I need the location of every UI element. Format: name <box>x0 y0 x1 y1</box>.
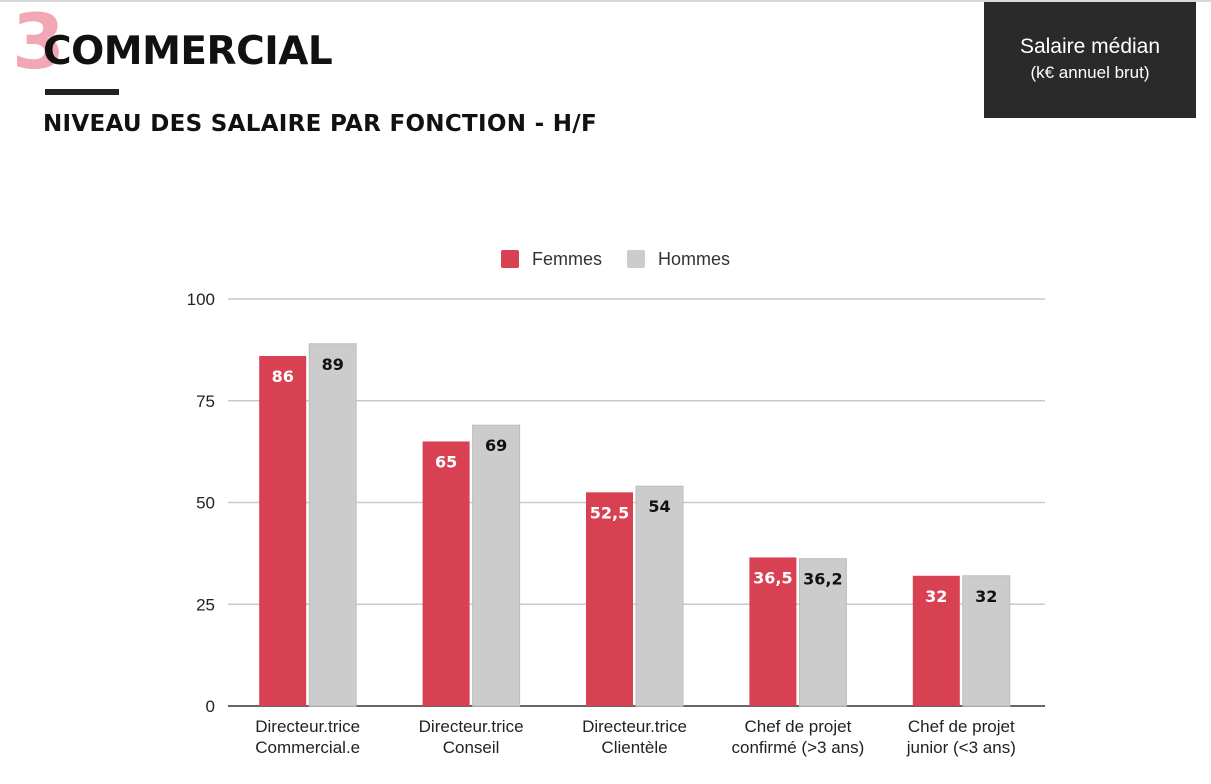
title-underline <box>45 89 119 95</box>
unit-badge: Salaire médian (k€ annuel brut) <box>984 2 1196 118</box>
section-number: 3 <box>12 0 65 86</box>
badge-line-2: (k€ annuel brut) <box>1030 63 1150 83</box>
data-label-femmes: 36,5 <box>753 568 792 587</box>
data-label-hommes: 69 <box>485 436 507 455</box>
bar-hommes <box>472 424 521 707</box>
x-category-label: Directeur.trice <box>255 717 360 736</box>
bar-femmes <box>912 575 960 706</box>
data-label-femmes: 65 <box>435 452 457 471</box>
data-label-hommes: 89 <box>322 355 344 374</box>
x-category-label: Clientèle <box>601 738 667 757</box>
x-category-label: junior (<3 ans) <box>906 738 1016 757</box>
y-tick-label: 75 <box>196 392 215 411</box>
legend-swatch-femmes <box>501 250 519 268</box>
bar-hommes <box>962 575 1011 707</box>
bar-femmes <box>586 492 633 706</box>
data-label-hommes: 32 <box>975 587 997 606</box>
y-tick-label: 100 <box>187 290 215 309</box>
bar-femmes <box>422 441 470 706</box>
chart-svg: 0 25 50 75 100 Femmes Hommes 86 89 Directeur.tric… <box>187 249 1045 757</box>
bar-hommes <box>798 558 847 707</box>
chart-subtitle: NIVEAU DES SALAIRE PAR FONCTION - H/F <box>43 111 598 137</box>
legend-label-hommes: Hommes <box>658 249 730 269</box>
legend-swatch-hommes <box>627 250 645 268</box>
badge-line-1: Salaire médian <box>1019 35 1161 58</box>
y-tick-label: 25 <box>196 595 215 614</box>
x-category-label: Chef de projet <box>908 717 1015 736</box>
legend-label-femmes: Femmes <box>532 249 602 269</box>
data-label-femmes: 32 <box>925 587 947 606</box>
data-label-hommes: 36,2 <box>803 570 842 589</box>
y-tick-label: 0 <box>206 697 215 716</box>
x-category-label: Commercial.e <box>255 738 360 757</box>
bar-chart: 0 25 50 75 100 Femmes Hommes 86 89 Directeur.tric… <box>0 230 1211 784</box>
x-category-label: Chef de projet <box>745 717 852 736</box>
bar-femmes <box>749 557 797 706</box>
bar-hommes <box>635 485 684 707</box>
data-label-femmes: 86 <box>272 367 294 386</box>
y-tick-label: 50 <box>196 494 215 513</box>
data-label-femmes: 52,5 <box>590 503 629 522</box>
x-category-label: Directeur.trice <box>419 717 524 736</box>
section-title: COMMERCIAL <box>43 29 333 74</box>
x-category-label: Directeur.trice <box>582 717 687 736</box>
top-border <box>0 0 1211 2</box>
bar-hommes <box>308 343 357 707</box>
bar-femmes <box>259 355 307 706</box>
data-label-hommes: 54 <box>648 497 670 516</box>
x-category-label: confirmé (>3 ans) <box>732 738 865 757</box>
x-category-label: Conseil <box>443 738 500 757</box>
